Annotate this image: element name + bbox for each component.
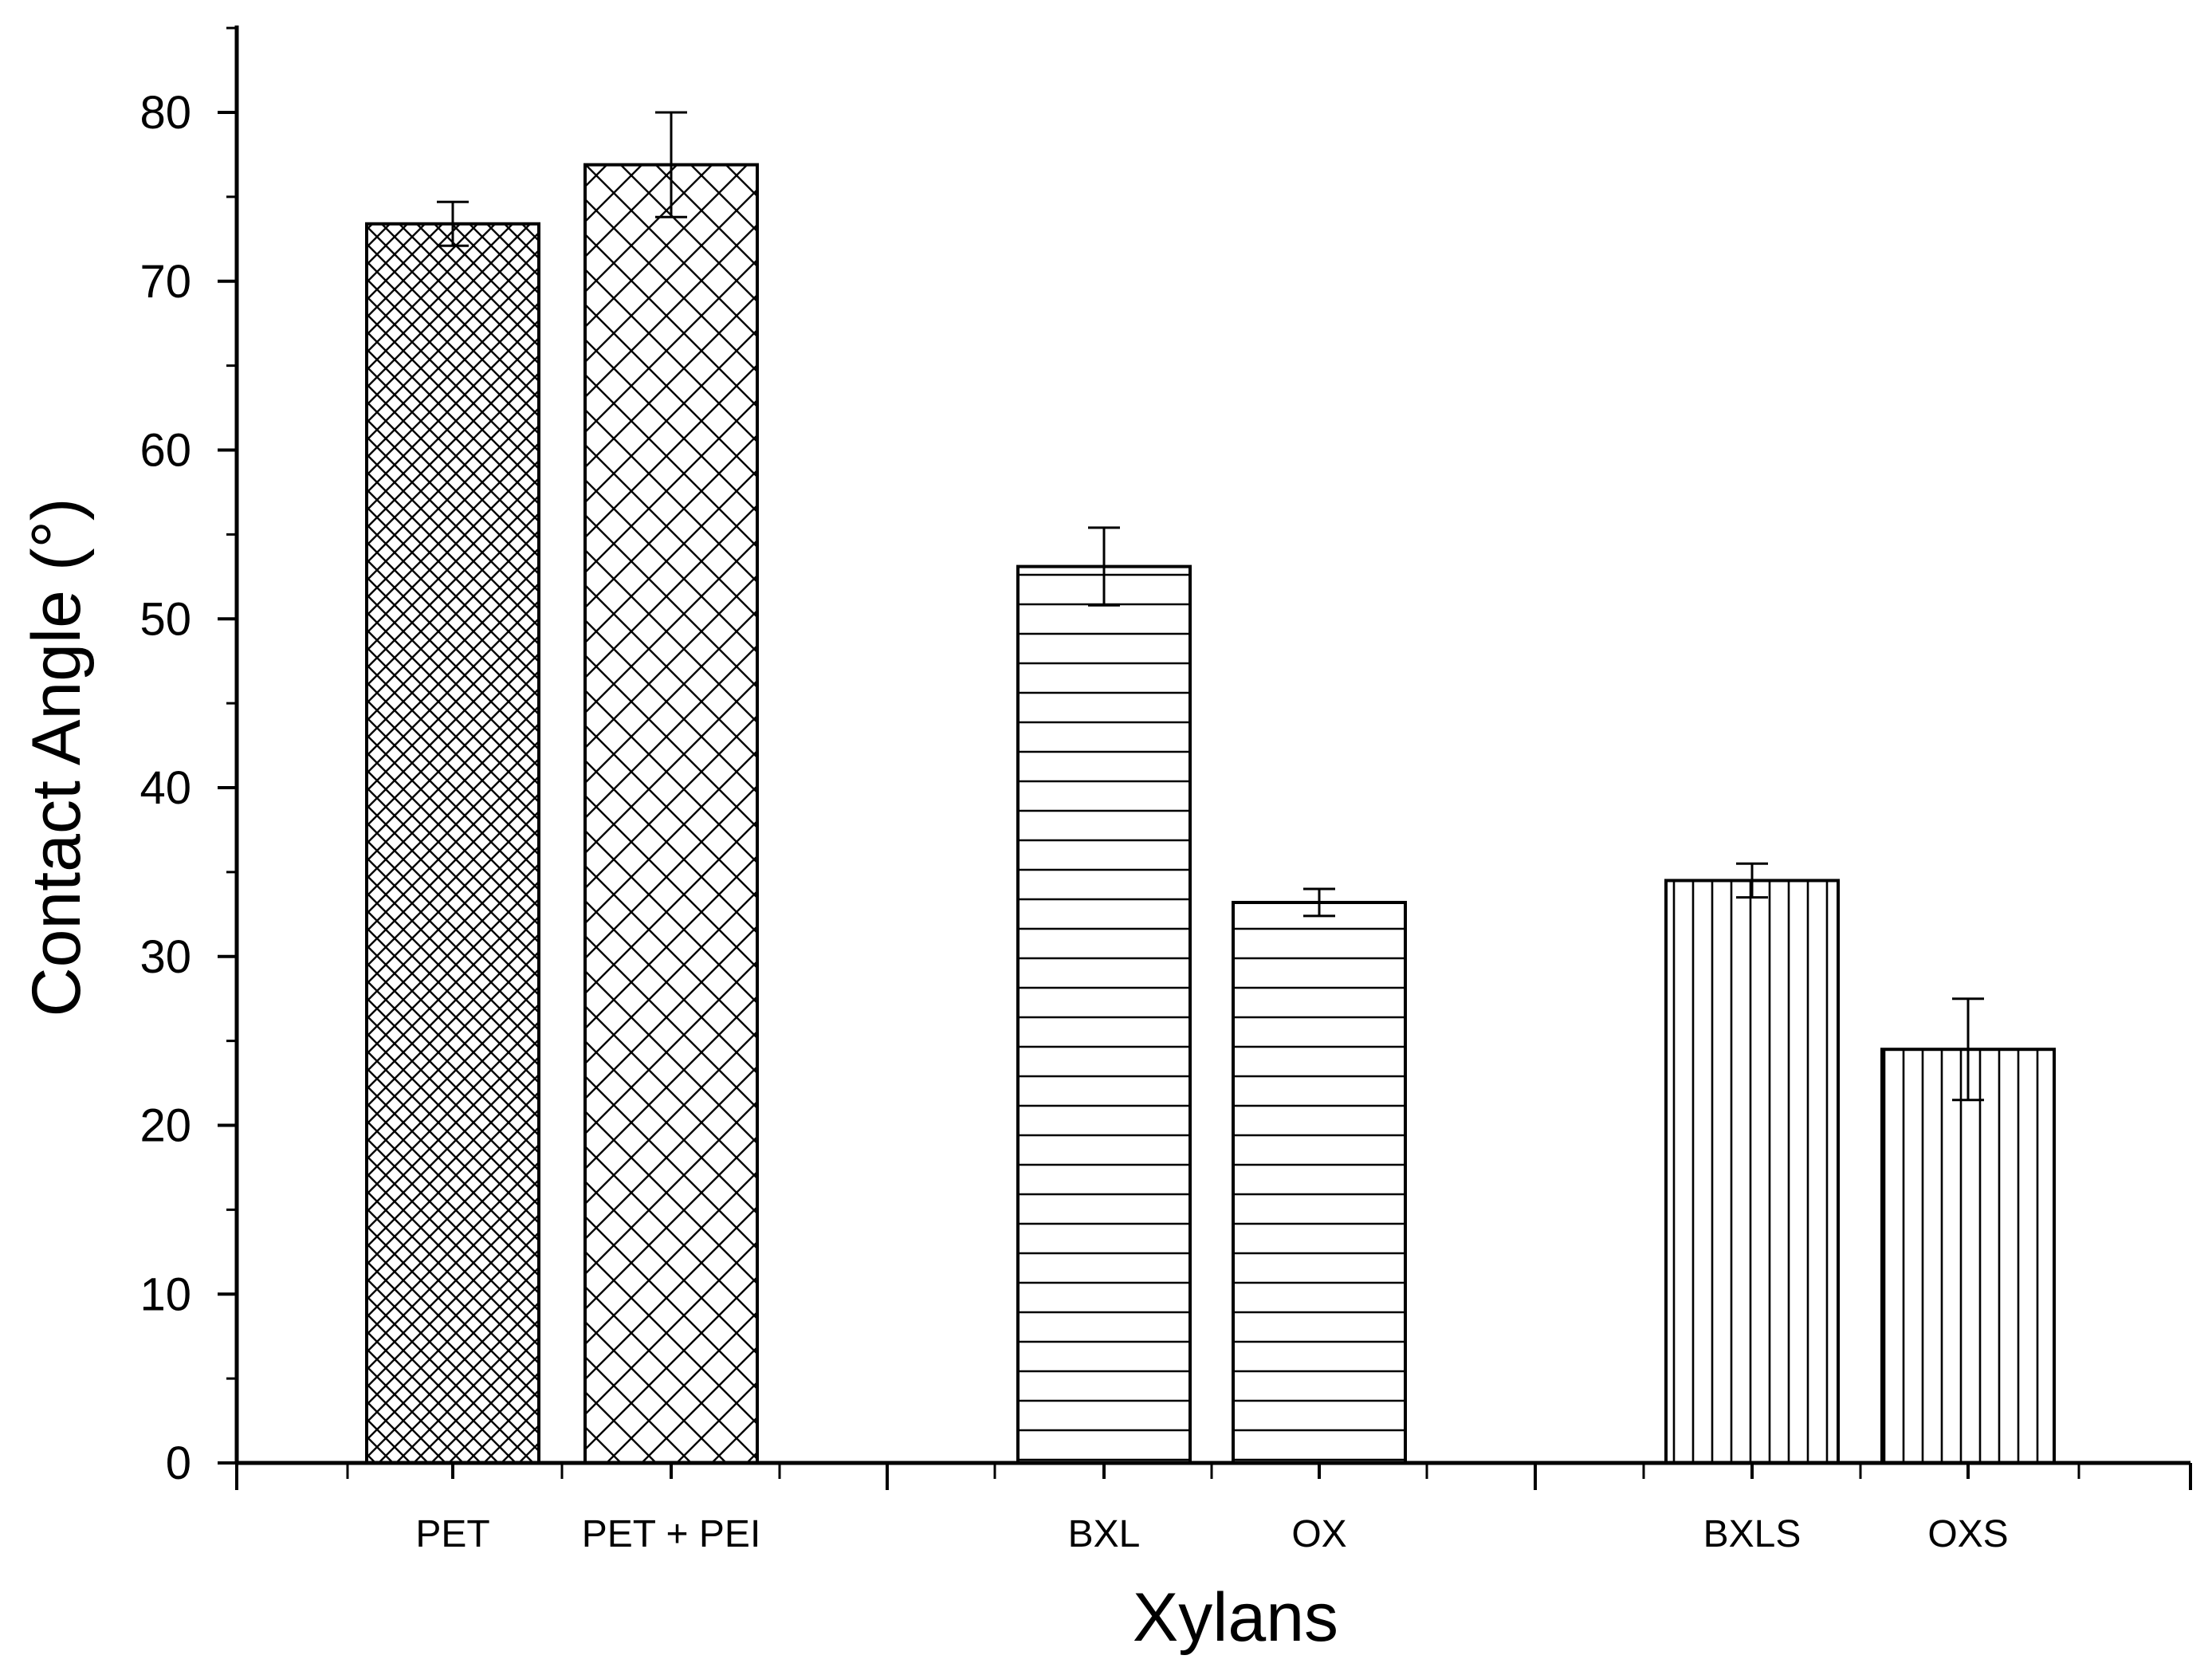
x-tick-label: BXL xyxy=(1068,1513,1141,1555)
x-tick-label: PET xyxy=(415,1513,489,1555)
bars-layer xyxy=(365,163,2056,1465)
x-tick-label: PET + PEI xyxy=(582,1513,761,1555)
bar-pet xyxy=(365,222,540,1465)
y-ticks-layer: 0 10 20 30 40 50 60 70 80 xyxy=(139,26,237,1489)
x-tick-label: OXS xyxy=(1927,1513,2008,1555)
y-tick-label: 0 xyxy=(166,1437,191,1489)
error-bars-layer xyxy=(437,111,1984,1102)
x-axis-title: Xylans xyxy=(1133,1579,1338,1656)
bar-bxls xyxy=(1664,879,1840,1465)
y-tick-label: 60 xyxy=(139,425,191,477)
y-axis-title: Contact Angle (°) xyxy=(18,497,95,1016)
y-tick-label: 70 xyxy=(139,256,191,308)
y-tick-label: 50 xyxy=(139,593,191,645)
y-tick-label: 30 xyxy=(139,931,191,983)
x-ticks-layer: PET PET + PEI BXL OX BXLS OXS xyxy=(235,1463,2192,1555)
x-tick-label: OX xyxy=(1291,1513,1346,1555)
y-tick-label: 20 xyxy=(139,1100,191,1152)
bar-ox xyxy=(1232,900,1407,1465)
bar-bxl xyxy=(1016,564,1192,1465)
x-tick-label: BXLS xyxy=(1703,1513,1801,1555)
y-tick-label: 40 xyxy=(139,762,191,814)
bar-oxs xyxy=(1880,1048,2056,1465)
bar-pet-pei xyxy=(583,163,759,1465)
y-tick-label: 10 xyxy=(139,1268,191,1320)
y-tick-label: 80 xyxy=(139,87,191,139)
